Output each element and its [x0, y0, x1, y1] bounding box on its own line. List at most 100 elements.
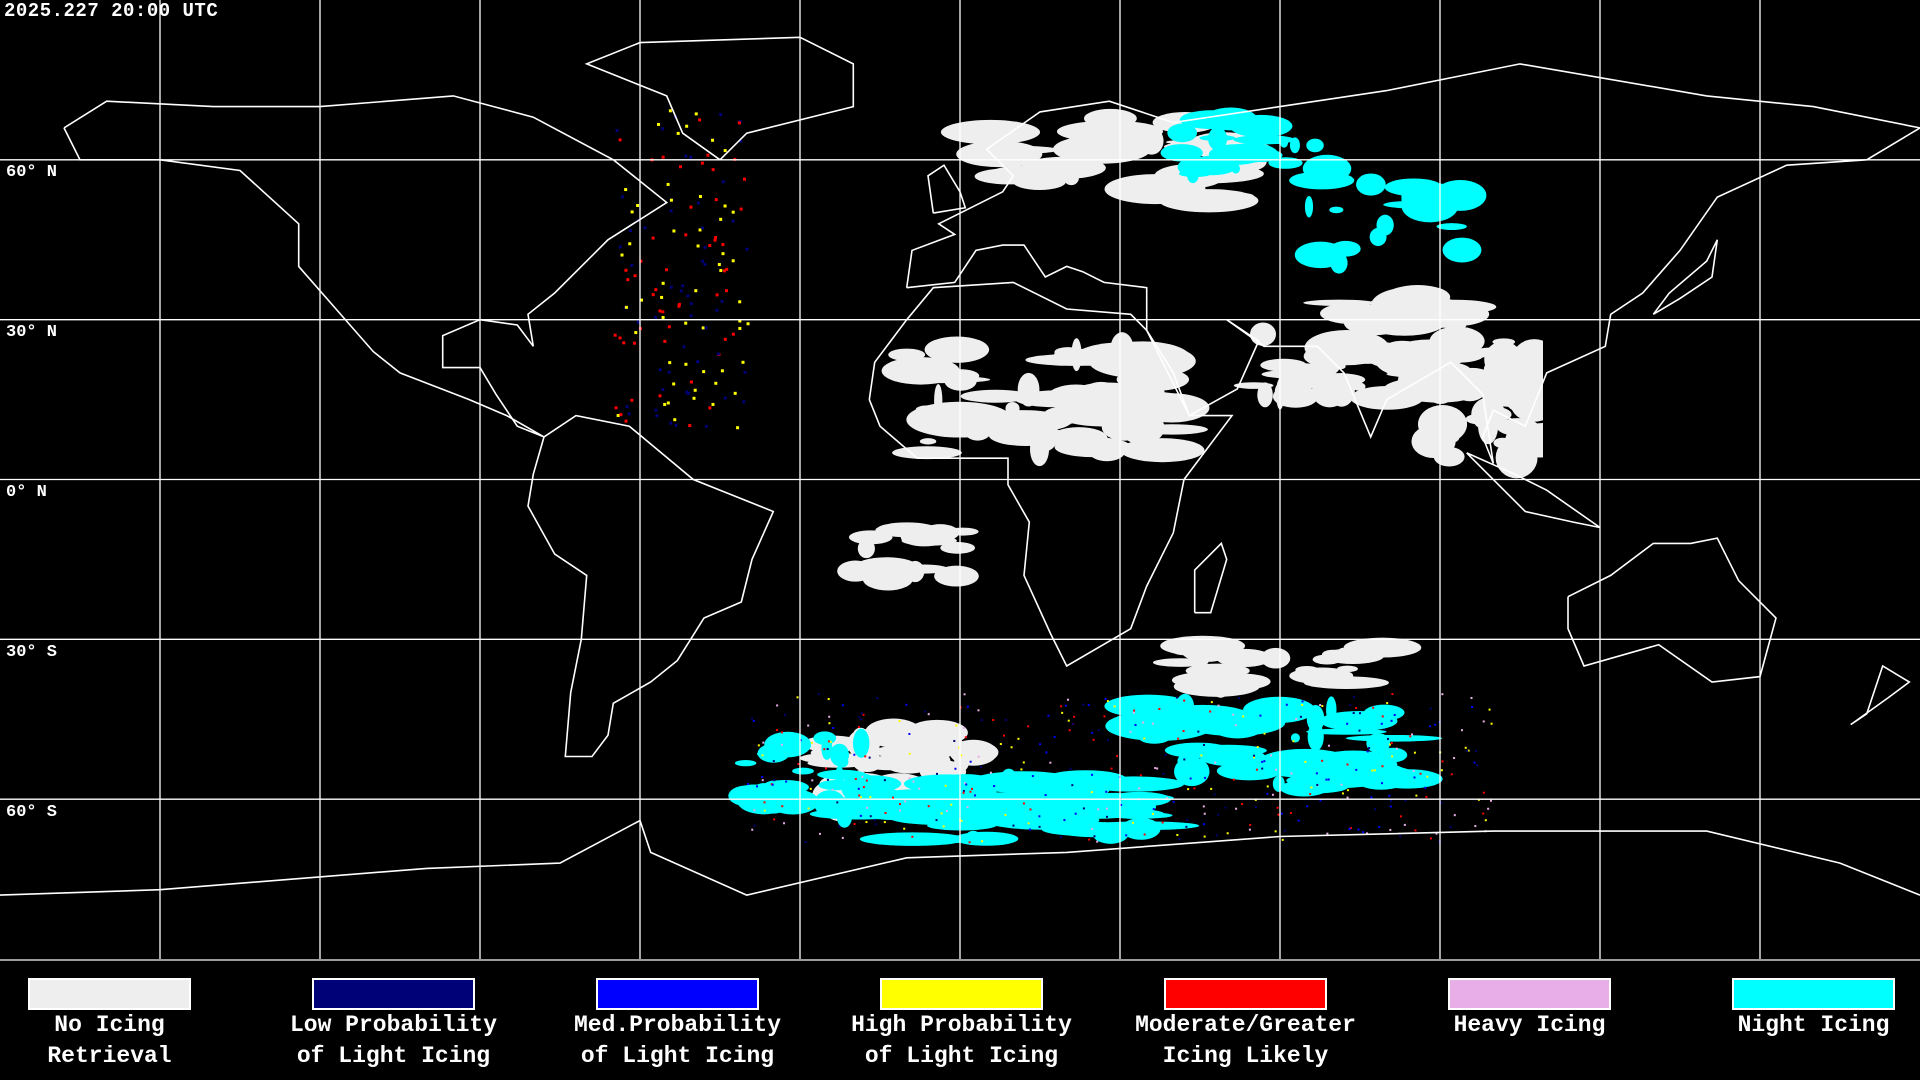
icing-pixel — [716, 352, 720, 356]
icing-pixel — [639, 259, 643, 263]
cloud-patch — [1110, 332, 1134, 366]
cloud-patch — [813, 731, 837, 745]
cloud-patch — [1431, 347, 1453, 365]
icing-pixel — [713, 238, 717, 242]
icing-pixel — [686, 392, 690, 396]
icing-pixel — [630, 398, 634, 402]
icing-pixel — [1097, 808, 1100, 811]
icing-pixel — [1381, 782, 1384, 785]
icing-pixel — [634, 331, 638, 335]
icing-pixel — [655, 414, 659, 418]
icing-pixel — [804, 841, 807, 844]
legend-swatch — [1164, 978, 1327, 1010]
cloud-patch — [1105, 127, 1157, 139]
icing-pixel — [1010, 746, 1013, 749]
icing-pixel — [1253, 754, 1256, 757]
icing-pixel — [689, 155, 693, 159]
icing-pixel — [836, 801, 839, 804]
icing-pixel — [666, 182, 670, 186]
icing-pixel — [999, 743, 1002, 746]
icing-pixel — [669, 209, 673, 213]
icing-pixel — [677, 304, 681, 308]
icing-pixel — [864, 755, 867, 758]
icing-pixel — [738, 139, 742, 143]
icing-pixel — [1129, 730, 1132, 733]
legend-label: Moderate/Greater — [1135, 1012, 1356, 1038]
icing-pixel — [1310, 786, 1313, 789]
icing-pixel — [661, 281, 665, 285]
icing-pixel — [1152, 812, 1155, 815]
cloud-patch — [814, 790, 846, 817]
icing-pixel — [962, 791, 965, 794]
icing-pixel — [657, 122, 661, 126]
icing-pixel — [1097, 729, 1100, 732]
cloud-patch — [1495, 387, 1525, 395]
icing-pixel — [1029, 808, 1032, 811]
icing-pixel — [1044, 794, 1047, 797]
icing-pixel — [1105, 807, 1108, 810]
icing-pixel — [853, 823, 856, 826]
legend-item-heavy-icing: Heavy Icing — [1448, 978, 1611, 1041]
icing-pixel — [711, 168, 715, 172]
icing-pixel — [742, 177, 746, 181]
icing-pixel — [1453, 757, 1456, 760]
icing-pixel — [628, 229, 632, 233]
icing-pixel — [1175, 696, 1178, 699]
icing-pixel — [1449, 826, 1452, 829]
icing-pixel — [703, 245, 707, 249]
icing-pixel — [1254, 798, 1257, 801]
coastline-africa — [868, 281, 1234, 668]
icing-pixel — [651, 236, 655, 240]
icing-pixel — [1004, 718, 1007, 721]
icing-pixel — [1182, 730, 1185, 733]
icing-pixel — [686, 294, 690, 298]
icing-pixel — [746, 322, 750, 326]
icing-pixel — [1349, 703, 1352, 706]
icing-pixel — [973, 794, 976, 797]
icing-pixel — [651, 293, 655, 297]
icing-pixel — [868, 756, 871, 759]
icing-pixel — [1370, 796, 1373, 799]
icing-pixel — [962, 789, 965, 792]
icing-pixel — [696, 201, 700, 205]
legend-item-no-icing: No Icing Retrieval — [28, 978, 191, 1072]
icing-pixel — [698, 195, 702, 199]
icing-pixel — [684, 321, 688, 325]
icing-pixel — [706, 153, 710, 157]
icing-pixel — [809, 787, 812, 790]
coastline-madagascar — [1193, 541, 1228, 614]
icing-pixel — [1374, 808, 1377, 811]
icing-pixel — [873, 818, 876, 821]
icing-pixel — [622, 341, 626, 345]
cloud-patch — [1427, 371, 1455, 394]
cloud-patch — [1345, 734, 1443, 742]
icing-pixel — [1372, 706, 1375, 709]
cloud-patch — [1074, 392, 1091, 422]
icing-pixel — [869, 815, 872, 818]
icing-pixel — [1292, 740, 1295, 743]
icing-pixel — [1125, 834, 1128, 837]
icing-pixel — [859, 796, 862, 799]
icing-pixel — [1105, 815, 1108, 818]
icing-pixel — [1156, 767, 1159, 770]
icing-pixel — [736, 426, 740, 430]
icing-pixel — [1110, 767, 1113, 770]
cloud-patch — [1164, 742, 1231, 758]
icing-pixel — [898, 809, 901, 812]
icing-pixel — [1092, 738, 1095, 741]
lat-label-0n: 0° N — [6, 483, 47, 502]
cloud-patch — [1134, 393, 1210, 423]
icing-pixel — [669, 198, 673, 202]
legend-label: No Icing — [54, 1012, 165, 1038]
icing-pixel — [636, 204, 640, 208]
icing-pixel — [1482, 720, 1485, 723]
icing-pixel — [1187, 788, 1190, 791]
legend-swatch — [880, 978, 1043, 1010]
icing-pixel — [912, 780, 915, 783]
icing-pixel — [1389, 805, 1392, 808]
icing-pixel — [719, 268, 723, 272]
icing-pixel — [755, 785, 758, 788]
icing-pixel — [658, 394, 662, 398]
icing-pixel — [1203, 743, 1206, 746]
lat-label-30n: 30° N — [6, 323, 58, 342]
